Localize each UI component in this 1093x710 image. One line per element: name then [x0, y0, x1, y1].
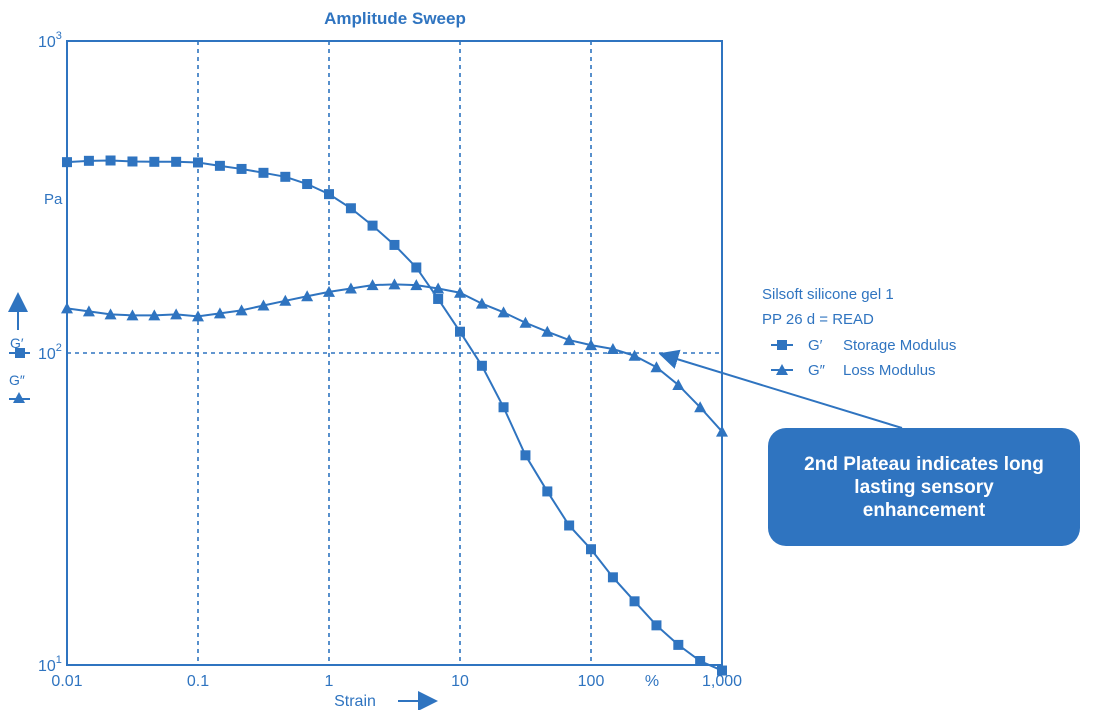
data-point-triangle — [432, 282, 445, 294]
data-point-square — [345, 203, 356, 214]
legend-storage-modulus: Storage Modulus — [843, 337, 956, 354]
data-point-triangle — [628, 349, 641, 361]
y-label-triangle-marker — [13, 392, 25, 403]
data-point-triangle — [213, 307, 226, 319]
data-point-triangle — [672, 378, 685, 390]
annotation-arrow — [658, 349, 903, 429]
data-point-square — [389, 239, 400, 250]
data-point-square — [214, 160, 225, 171]
y-tick-exponent: 3 — [56, 30, 62, 42]
y-tick-label: 102 — [38, 342, 62, 363]
data-point-square — [455, 326, 465, 337]
x-tick-label: 100 — [578, 673, 605, 690]
data-series-group — [61, 155, 728, 676]
x-tick-label: 1,000 — [702, 673, 742, 690]
data-point-square — [127, 156, 138, 167]
legend-gprime-symbol: G′ — [808, 337, 823, 354]
data-point-triangle — [148, 309, 161, 321]
y-label-gdoubleprime: G″ — [9, 372, 25, 388]
data-point-triangle — [192, 310, 204, 322]
data-point-triangle — [126, 309, 139, 321]
y-tick-labels: 101 102 103 — [38, 30, 62, 675]
data-point-triangle — [235, 304, 248, 316]
data-point-triangle — [366, 279, 379, 291]
data-point-square — [695, 655, 706, 666]
y-tick-label: 101 — [38, 654, 62, 675]
data-point-square — [651, 620, 662, 631]
data-point-square — [324, 189, 334, 200]
y-label-square-marker — [15, 348, 25, 358]
chart-title: Amplitude Sweep — [324, 9, 466, 28]
data-point-square — [498, 402, 509, 413]
data-point-triangle — [301, 290, 314, 302]
data-point-square — [280, 171, 291, 182]
data-point-square — [83, 155, 94, 166]
data-point-triangle — [650, 361, 663, 373]
data-point-triangle — [694, 401, 707, 413]
y-tick-exponent: 1 — [56, 654, 62, 666]
data-point-square — [236, 163, 247, 174]
legend-loss-modulus: Loss Modulus — [843, 362, 936, 379]
data-point-square — [629, 596, 640, 607]
data-point-square — [520, 450, 531, 461]
data-point-triangle — [585, 339, 597, 351]
data-point-square — [367, 220, 378, 231]
annotation-callout: 2nd Plateau indicates long lasting senso… — [768, 428, 1080, 546]
data-point-square — [171, 156, 182, 167]
series-line — [66, 159, 723, 672]
data-point-triangle — [497, 306, 510, 318]
x-tick-label: 1 — [325, 673, 334, 690]
plot-frame — [66, 40, 723, 666]
data-point-square — [717, 665, 727, 676]
x-tick-label: 10 — [451, 673, 469, 690]
data-point-square — [673, 639, 684, 650]
data-point-square — [62, 157, 72, 168]
data-point-triangle — [82, 305, 95, 317]
y-label-gprime: G′ — [10, 335, 24, 351]
x-axis-label: Strain — [334, 693, 376, 710]
legend-square-marker — [777, 340, 787, 350]
x-tick-labels: 0.01 0.1 1 10 100 1,000 — [51, 673, 742, 690]
data-point-square — [105, 155, 116, 166]
data-point-square — [433, 293, 444, 304]
data-point-square — [193, 157, 203, 168]
data-point-square — [258, 167, 269, 178]
data-point-triangle — [541, 325, 554, 337]
legend-title-line-2: PP 26 d = READ — [762, 311, 874, 328]
data-point-square — [476, 360, 487, 371]
x-unit-label: % — [645, 673, 659, 690]
data-point-triangle — [61, 302, 73, 314]
data-point-square — [607, 572, 618, 583]
data-point-square — [564, 520, 575, 531]
data-point-triangle — [410, 279, 423, 291]
y-tick-label: 103 — [38, 30, 62, 51]
x-tick-label: 0.01 — [51, 673, 82, 690]
y-unit-label: Pa — [44, 191, 63, 208]
x-tick-label: 0.1 — [187, 673, 209, 690]
data-point-square — [149, 156, 160, 167]
data-point-triangle — [519, 316, 532, 328]
legend-title-line-1: Silsoft silicone gel 1 — [762, 286, 894, 303]
data-point-triangle — [104, 308, 117, 320]
data-point-triangle — [170, 308, 183, 320]
data-point-square — [302, 179, 313, 190]
data-point-triangle — [475, 297, 488, 309]
data-point-triangle — [454, 286, 466, 298]
data-point-square — [411, 262, 422, 273]
y-tick-exponent: 2 — [56, 342, 62, 354]
data-point-triangle — [388, 278, 401, 290]
data-point-triangle — [716, 425, 728, 437]
legend-gdoubleprime-symbol: G″ — [808, 362, 826, 379]
series-line — [66, 283, 723, 433]
data-point-square — [542, 486, 553, 497]
data-point-triangle — [257, 299, 270, 311]
data-point-triangle — [606, 342, 619, 354]
data-point-triangle — [344, 282, 357, 294]
data-point-triangle — [323, 285, 335, 297]
data-point-triangle — [563, 334, 576, 346]
legend-triangle-marker — [776, 364, 788, 375]
data-point-square — [586, 544, 596, 555]
data-point-triangle — [279, 294, 292, 306]
